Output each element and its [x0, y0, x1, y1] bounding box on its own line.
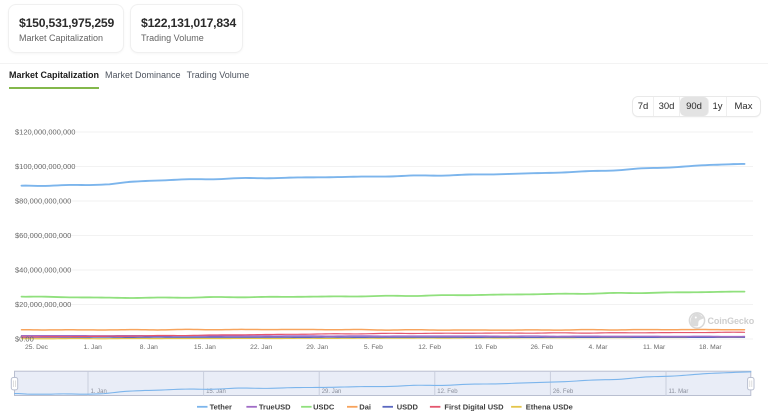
svg-text:$20,000,000,000: $20,000,000,000: [15, 300, 71, 309]
svg-text:1. Jan: 1. Jan: [84, 344, 102, 351]
svg-text:26. Feb: 26. Feb: [553, 389, 574, 395]
svg-text:$120,000,000,000: $120,000,000,000: [15, 128, 75, 137]
svg-text:12. Feb: 12. Feb: [437, 389, 458, 395]
svg-text:$80,000,000,000: $80,000,000,000: [15, 197, 71, 206]
svg-text:25. Dec: 25. Dec: [25, 344, 49, 351]
svg-text:29. Jan: 29. Jan: [306, 344, 328, 351]
svg-text:$60,000,000,000: $60,000,000,000: [15, 231, 71, 240]
svg-text:11. Mar: 11. Mar: [669, 389, 689, 395]
svg-text:USDC: USDC: [313, 403, 335, 412]
svg-text:USDD: USDD: [397, 403, 419, 412]
svg-text:4. Mar: 4. Mar: [589, 344, 609, 351]
svg-text:18. Mar: 18. Mar: [699, 344, 722, 351]
svg-text:5. Feb: 5. Feb: [364, 344, 383, 351]
svg-text:$40,000,000,000: $40,000,000,000: [15, 266, 71, 275]
svg-text:Tether: Tether: [210, 403, 232, 412]
svg-text:19. Feb: 19. Feb: [474, 344, 497, 351]
svg-text:15. Jan: 15. Jan: [194, 344, 216, 351]
svg-text:$100,000,000,000: $100,000,000,000: [15, 162, 75, 171]
svg-text:15. Jan: 15. Jan: [206, 389, 226, 395]
svg-text:1. Jan: 1. Jan: [91, 389, 107, 395]
svg-text:Ethena USDe: Ethena USDe: [526, 403, 573, 412]
svg-text:29. Jan: 29. Jan: [322, 389, 342, 395]
svg-text:8. Jan: 8. Jan: [140, 344, 158, 351]
svg-text:12. Feb: 12. Feb: [418, 344, 441, 351]
svg-text:First Digital USD: First Digital USD: [444, 403, 504, 412]
svg-text:26. Feb: 26. Feb: [530, 344, 553, 351]
svg-text:22. Jan: 22. Jan: [250, 344, 272, 351]
svg-text:$0.00: $0.00: [15, 335, 34, 344]
svg-text:CoinGecko: CoinGecko: [708, 316, 755, 326]
svg-text:Dai: Dai: [359, 403, 371, 412]
svg-text:11. Mar: 11. Mar: [643, 344, 666, 351]
svg-text:TrueUSD: TrueUSD: [259, 403, 291, 412]
